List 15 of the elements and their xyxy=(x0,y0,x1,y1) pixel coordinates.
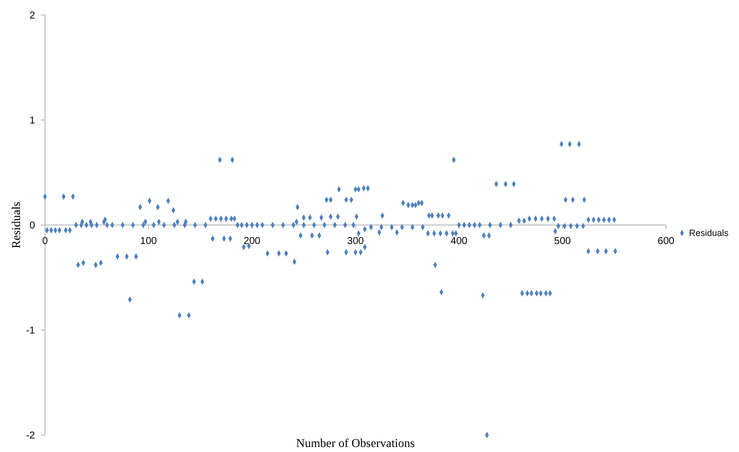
x-tick-label: 300 xyxy=(347,236,364,247)
x-tick-label: 100 xyxy=(140,236,158,247)
y-tick-label: -1 xyxy=(26,326,36,336)
y-tick-label: 1 xyxy=(29,116,36,126)
x-tick-label: 400 xyxy=(450,236,468,247)
x-tick-label: 200 xyxy=(244,236,261,247)
x-tick-label: 500 xyxy=(554,236,572,247)
legend-label: Residuals xyxy=(689,228,730,238)
x-tick-label: 0 xyxy=(42,236,48,247)
y-tick-label: 0 xyxy=(29,220,36,232)
x-tick-label: 600 xyxy=(658,236,675,247)
x-axis-title: Number of Observations xyxy=(296,436,416,450)
y-tick-label: 2 xyxy=(29,10,36,22)
y-tick-label: -2 xyxy=(26,430,36,442)
y-axis-title: Residuals xyxy=(9,201,23,248)
